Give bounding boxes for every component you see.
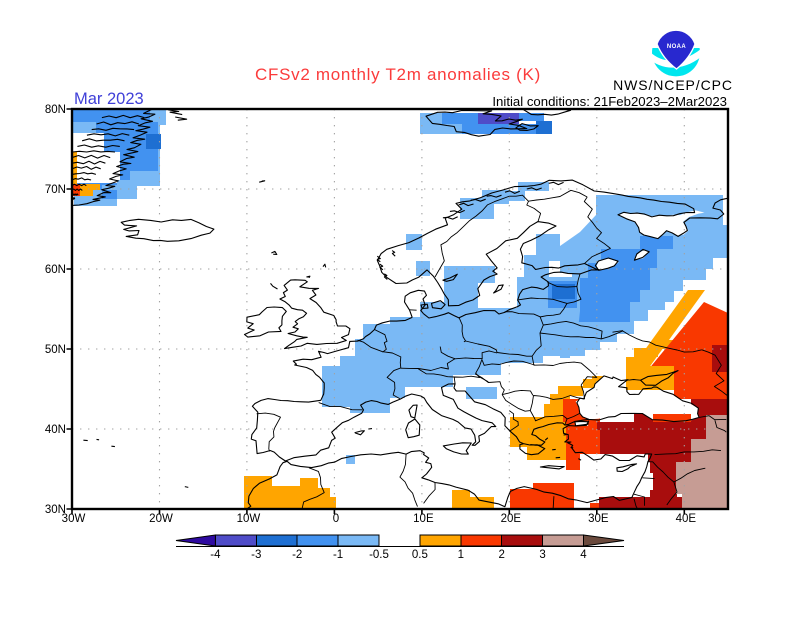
svg-text:40E: 40E xyxy=(676,513,697,525)
svg-text:-3: -3 xyxy=(251,549,261,561)
svg-text:2: 2 xyxy=(498,549,504,561)
svg-text:20E: 20E xyxy=(501,513,522,525)
svg-text:NOAA: NOAA xyxy=(667,44,687,50)
svg-text:4: 4 xyxy=(580,549,587,561)
svg-text:30N: 30N xyxy=(45,504,66,516)
svg-text:NWS/NCEP/CPC: NWS/NCEP/CPC xyxy=(613,77,733,93)
svg-text:30W: 30W xyxy=(62,513,86,525)
svg-text:0.5: 0.5 xyxy=(412,549,428,561)
svg-text:10W: 10W xyxy=(237,513,261,525)
svg-text:CFSv2 monthly T2m anomalies (K: CFSv2 monthly T2m anomalies (K) xyxy=(255,65,541,84)
svg-text:-2: -2 xyxy=(292,549,302,561)
svg-text:30E: 30E xyxy=(588,513,609,525)
svg-text:20W: 20W xyxy=(149,513,173,525)
svg-text:70N: 70N xyxy=(45,184,66,196)
svg-text:80N: 80N xyxy=(45,104,66,116)
svg-text:-4: -4 xyxy=(210,549,221,561)
svg-text:10E: 10E xyxy=(413,513,434,525)
svg-text:-0.5: -0.5 xyxy=(369,549,389,561)
svg-text:3: 3 xyxy=(539,549,545,561)
svg-text:0: 0 xyxy=(333,513,339,525)
svg-text:Initial conditions: 21Feb2023–: Initial conditions: 21Feb2023–2Mar2023 xyxy=(492,94,727,109)
svg-text:1: 1 xyxy=(458,549,464,561)
svg-text:60N: 60N xyxy=(45,264,66,276)
svg-text:40N: 40N xyxy=(45,424,66,436)
svg-text:50N: 50N xyxy=(45,344,66,356)
svg-text:Mar 2023: Mar 2023 xyxy=(74,90,144,108)
svg-text:-1: -1 xyxy=(333,549,343,561)
